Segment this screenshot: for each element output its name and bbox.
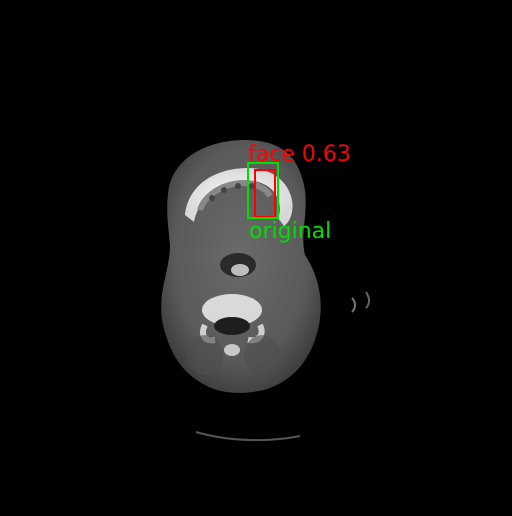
predicted-score: 0.63 — [301, 142, 351, 167]
neck-muscle-left — [187, 335, 223, 375]
scan-artifact — [351, 297, 356, 313]
tooth-socket — [209, 195, 215, 201]
tooth-socket — [235, 183, 241, 189]
hyoid-bone — [231, 264, 249, 276]
scanner-table — [195, 431, 301, 442]
ground-truth-bbox — [247, 162, 279, 219]
tooth-sockets — [197, 179, 273, 212]
spinal-canal — [214, 317, 250, 335]
mandible-bone — [185, 168, 293, 226]
tooth-socket — [221, 187, 227, 193]
predicted-class: face — [248, 142, 295, 167]
tooth-socket — [249, 183, 255, 189]
predicted-label: face 0.63 — [248, 144, 351, 166]
neck-muscle-right — [244, 335, 280, 375]
ground-truth-label: original — [249, 219, 332, 244]
spinous-process — [224, 344, 240, 356]
vertebral-body — [202, 294, 262, 326]
scan-artifact — [365, 291, 370, 309]
